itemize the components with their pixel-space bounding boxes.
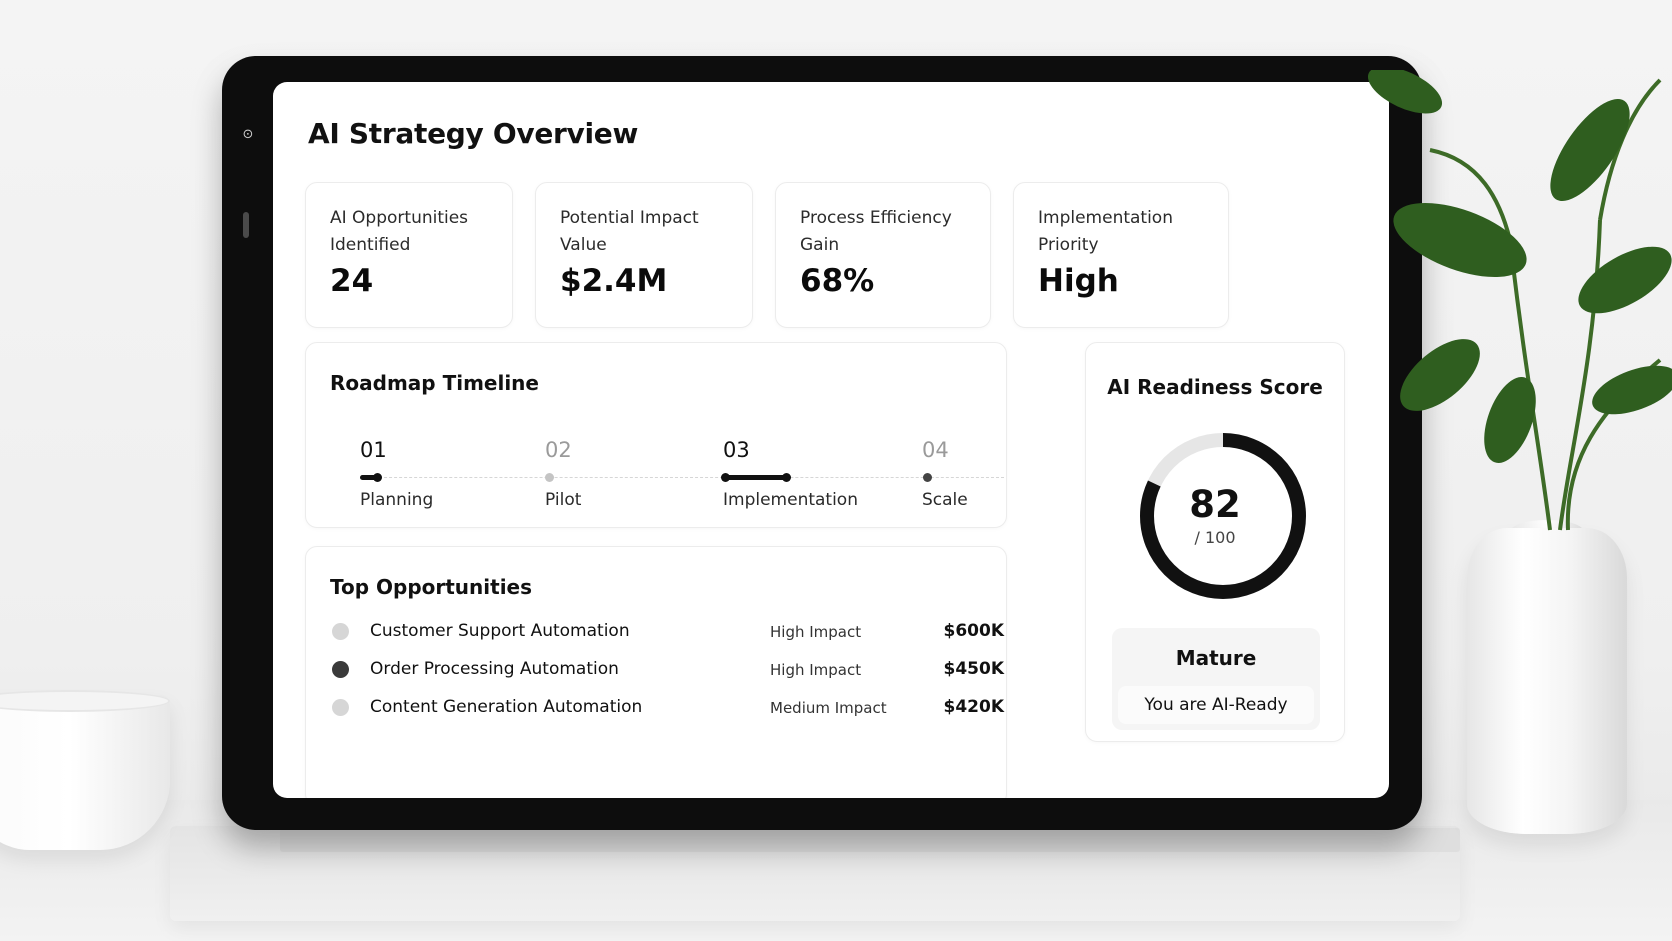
step-number: 01	[360, 438, 387, 462]
timeline-progress-planning	[360, 475, 380, 480]
leaf-shape	[1393, 203, 1527, 277]
cup-rim	[0, 690, 170, 712]
timeline-dot-pilot	[545, 473, 554, 482]
readiness-panel: AI Readiness Score 82 / 100 Mature You a…	[1085, 342, 1345, 742]
stat-value: High	[1038, 263, 1119, 299]
roadmap-panel: Roadmap Timeline 01 Planning 02 Pilot 03…	[305, 342, 1007, 528]
dashboard-screen: AI Strategy Overview AI Opportunities Id…	[273, 82, 1389, 798]
step-number: 02	[545, 438, 572, 462]
readiness-gauge	[1140, 433, 1306, 599]
stat-card-priority[interactable]: Implementation Priority High	[1013, 182, 1229, 328]
camera-icon: ⊙	[242, 127, 254, 142]
status-dot	[332, 661, 349, 678]
timeline-dot-scale	[923, 473, 932, 482]
step-label: Scale	[922, 490, 968, 510]
coffee-cup	[0, 695, 170, 850]
list-item[interactable]: Order Processing Automation High Impact …	[330, 658, 1010, 682]
list-item[interactable]: Customer Support Automation High Impact …	[330, 620, 1010, 644]
timeline-dot-planning	[373, 473, 382, 482]
status-dot	[332, 699, 349, 716]
step-label: Implementation	[723, 490, 858, 510]
stat-value: $2.4M	[560, 263, 668, 299]
step-label: Pilot	[545, 490, 582, 510]
status-badge: You are AI-Ready	[1118, 686, 1314, 724]
timeline-dot-implementation-start	[721, 473, 730, 482]
leaf-shape	[1592, 365, 1672, 415]
roadmap-title: Roadmap Timeline	[330, 371, 539, 395]
opportunity-name: Content Generation Automation	[370, 697, 643, 717]
leaf-shape	[1367, 70, 1443, 114]
leaf-shape	[1484, 377, 1536, 463]
opportunity-impact: High Impact	[770, 623, 862, 641]
timeline-step-scale[interactable]: 04 Scale	[922, 438, 968, 510]
stat-card-impact-value[interactable]: Potential Impact Value $2.4M	[535, 182, 753, 328]
page-title: AI Strategy Overview	[308, 117, 639, 150]
opportunity-name: Order Processing Automation	[370, 659, 619, 679]
stat-label: Implementation Priority	[1038, 208, 1173, 255]
timeline-step-implementation[interactable]: 03 Implementation	[723, 438, 858, 510]
opportunities-panel: Top Opportunities Customer Support Autom…	[305, 546, 1007, 798]
leaf-shape	[1400, 339, 1480, 411]
status-dot	[332, 623, 349, 640]
leaf-shape	[1578, 246, 1672, 314]
vase	[1467, 528, 1627, 834]
plant-illustration	[1367, 70, 1672, 531]
readiness-max: / 100	[1194, 528, 1236, 547]
status-box: Mature You are AI-Ready	[1112, 628, 1320, 730]
stat-label: Potential Impact Value	[560, 208, 699, 255]
list-item[interactable]: Content Generation Automation Medium Imp…	[330, 696, 1010, 720]
step-number: 03	[723, 438, 750, 462]
stat-label: AI Opportunities Identified	[330, 208, 469, 255]
opportunity-impact: Medium Impact	[770, 699, 887, 717]
timeline-step-planning[interactable]: 01 Planning	[360, 438, 433, 510]
readiness-title: AI Readiness Score	[1107, 375, 1323, 399]
stat-card-efficiency[interactable]: Process Efficiency Gain 68%	[775, 182, 991, 328]
timeline-track	[364, 477, 1004, 478]
step-number: 04	[922, 438, 949, 462]
step-label: Planning	[360, 490, 434, 510]
stat-value: 24	[330, 263, 374, 299]
stat-value: 68%	[800, 263, 875, 299]
tablet-side-button	[243, 212, 249, 238]
stat-label: Process Efficiency Gain	[800, 208, 952, 255]
opportunity-value: $450K	[943, 659, 1005, 679]
gauge-progress	[1140, 433, 1306, 599]
stand-shadow	[280, 828, 1460, 852]
opportunity-impact: High Impact	[770, 661, 862, 679]
timeline-progress-implementation	[723, 475, 789, 480]
stat-card-opportunities[interactable]: AI Opportunities Identified 24	[305, 182, 513, 328]
timeline-step-pilot[interactable]: 02 Pilot	[545, 438, 581, 510]
opportunity-value: $420K	[943, 697, 1005, 717]
opportunity-value: $600K	[943, 621, 1005, 641]
opportunity-name: Customer Support Automation	[370, 621, 630, 641]
timeline-dot-implementation-end	[782, 473, 791, 482]
status-label: Mature	[1175, 646, 1257, 670]
opportunities-title: Top Opportunities	[330, 575, 533, 599]
leaf-shape	[1550, 98, 1630, 202]
readiness-score: 82	[1189, 483, 1241, 526]
